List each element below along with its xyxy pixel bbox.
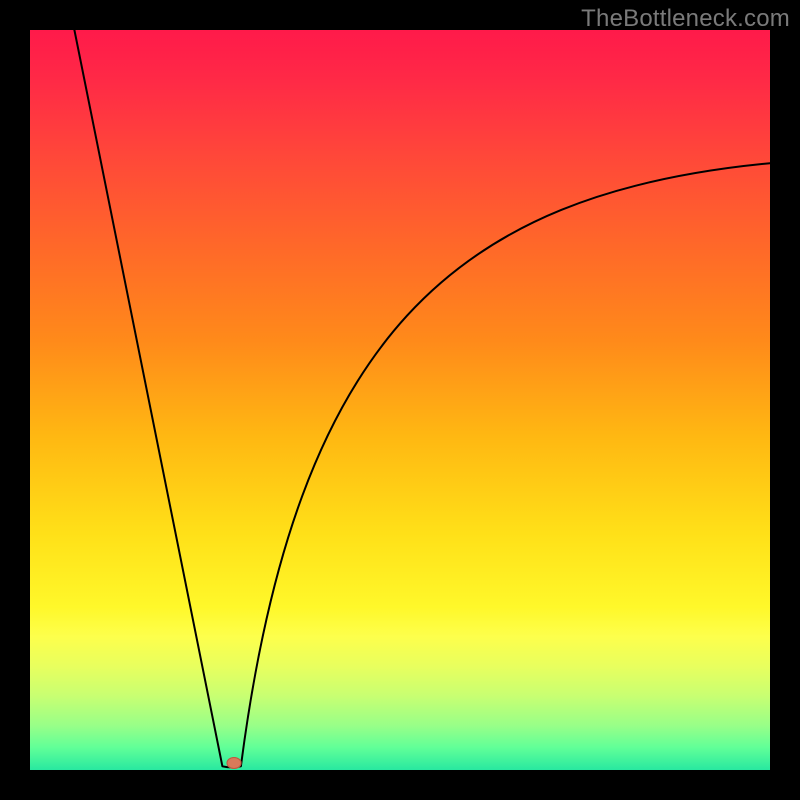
chart-frame <box>0 0 800 800</box>
watermark-text: TheBottleneck.com <box>581 5 790 33</box>
bottleneck-chart: TheBottleneck.com <box>0 0 800 800</box>
